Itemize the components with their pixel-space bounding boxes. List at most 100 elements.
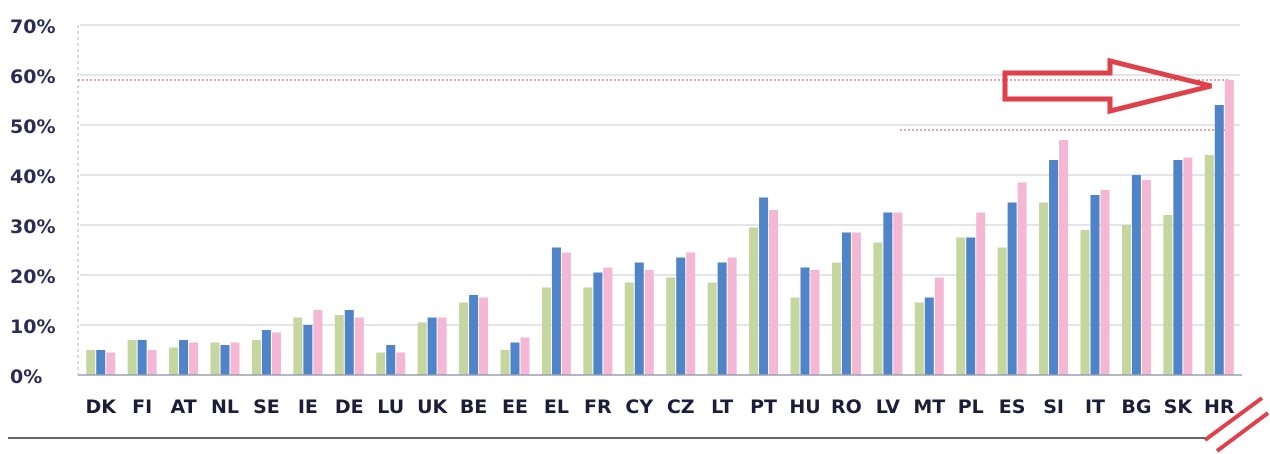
y-tick-label: 70% [10,16,55,38]
x-tick-label: UK [417,396,448,418]
bar-at-s1 [169,347,179,375]
break-mark [1203,396,1264,442]
bar-lt-s2 [717,262,727,375]
y-tick-label: 60% [10,66,55,88]
bar-lv-s2 [883,212,893,375]
bar-fr-s3 [603,267,613,375]
bar-pt-s1 [749,227,759,375]
bar-uk-s2 [427,317,437,375]
bar-ro-s3 [851,232,861,375]
x-tick-label: PL [958,396,984,418]
bar-pt-s2 [759,197,769,375]
bar-hr-s2 [1214,105,1224,375]
bar-lu-s2 [386,345,396,375]
bar-uk-s1 [417,322,427,375]
bar-at-s3 [189,342,199,375]
x-tick-label: DE [335,396,364,418]
bar-mt-s2 [924,297,934,375]
y-tick-label: 10% [10,316,55,338]
bar-se-s1 [251,340,261,375]
bar-mt-s3 [934,277,944,375]
bar-hu-s2 [800,267,810,375]
bar-hr-s1 [1204,155,1214,375]
bar-dk-s1 [86,350,96,375]
x-tick-label: IE [298,396,318,418]
bar-lt-s1 [707,282,717,375]
y-tick-label: 20% [10,266,55,288]
bar-sk-s2 [1173,160,1183,375]
bar-de-s3 [354,317,364,375]
bar-ie-s2 [303,325,313,375]
bar-nl-s1 [210,342,220,375]
bar-be-s1 [459,302,469,375]
x-tick-label: SI [1043,396,1064,418]
x-tick-label: AT [170,396,196,418]
bar-fi-s1 [127,340,137,375]
x-tick-label: CZ [667,396,695,418]
x-tick-label: RO [831,396,862,418]
bar-lt-s3 [727,257,737,375]
x-tick-label: LT [711,396,733,418]
bar-cz-s2 [676,257,686,375]
bar-fr-s1 [583,287,593,375]
x-tick-label: NL [211,396,239,418]
bar-el-s1 [541,287,551,375]
x-tick-label: FI [132,396,152,418]
x-axis-labels: DK FI AT NL SE IE DE LU UK BE EE EL FR CY CZ LT PT HU RO LV… [85,396,1234,418]
bar-pt-s3 [769,210,779,375]
bar-sk-s3 [1183,157,1193,375]
bar-be-s3 [479,297,489,375]
bar-se-s2 [261,330,271,375]
bar-hu-s1 [790,297,800,375]
bar-de-s2 [344,310,354,375]
y-tick-label: 30% [10,216,55,238]
x-tick-label: PT [750,396,777,418]
bar-ie-s3 [313,310,323,375]
x-tick-label: SK [1164,396,1194,418]
bar-nl-s3 [230,342,240,375]
bar-si-s2 [1049,160,1059,375]
bar-lu-s1 [376,352,386,375]
y-tick-label: 0% [10,366,42,388]
y-tick-label: 50% [10,116,55,138]
bar-it-s3 [1100,190,1110,375]
bar-sk-s1 [1163,215,1173,375]
x-tick-label: IT [1085,396,1105,418]
x-tick-label: HU [789,396,820,418]
bar-de-s1 [334,315,344,375]
x-tick-label: BG [1121,396,1151,418]
x-tick-label: DK [85,396,117,418]
bar-el-s3 [561,252,571,375]
bar-pl-s3 [976,212,986,375]
bar-fi-s3 [147,350,157,375]
bar-lu-s3 [396,352,406,375]
bar-lv-s3 [893,212,903,375]
x-tick-label: EL [544,396,569,418]
bar-pl-s2 [966,237,976,375]
x-tick-label: BE [460,396,487,418]
bar-cy-s2 [634,262,644,375]
bar-cy-s1 [624,282,634,375]
bar-hr-s3 [1224,80,1234,375]
x-tick-label: LU [377,396,404,418]
x-tick-label: FR [584,396,612,418]
break-mark [1215,411,1270,453]
bar-es-s3 [1017,182,1027,375]
bar-si-s1 [1039,202,1049,375]
bar-bg-s2 [1131,175,1141,375]
bars [86,80,1234,375]
x-tick-label: MT [913,396,945,418]
x-tick-label: HR [1204,396,1235,418]
highlight-arrow [1002,57,1212,115]
bar-it-s2 [1090,195,1100,375]
bar-nl-s2 [220,345,230,375]
annotations [1002,57,1270,453]
bar-mt-s1 [914,302,924,375]
x-tick-label: LV [876,396,900,418]
bar-cz-s3 [686,252,696,375]
bar-fi-s2 [137,340,147,375]
x-tick-label: ES [999,396,1026,418]
bar-fr-s2 [593,272,603,375]
bar-be-s2 [469,295,479,375]
